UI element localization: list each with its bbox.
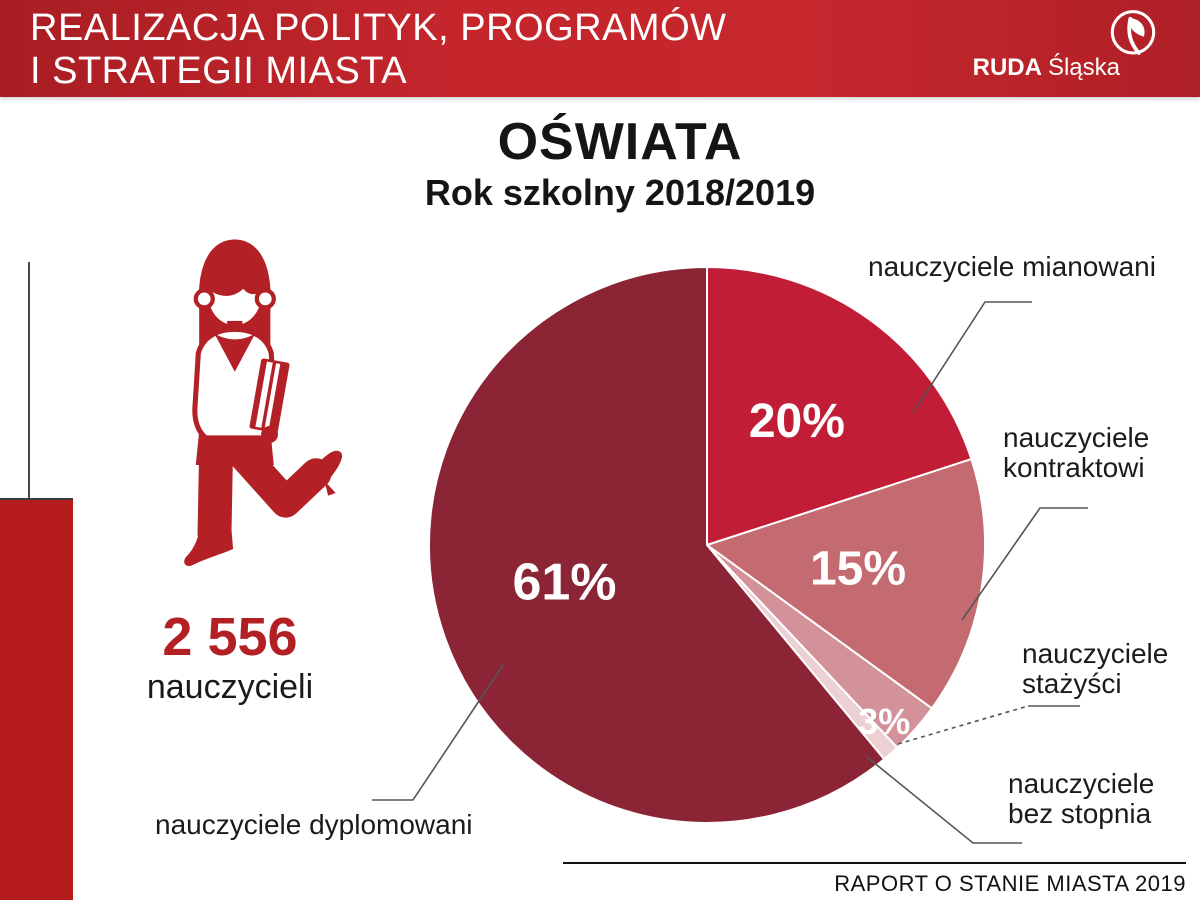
left-accent-line xyxy=(28,262,30,498)
banner-title: REALIZACJA POLITYK, PROGRAMÓW I STRATEGI… xyxy=(30,7,727,93)
footer-rule xyxy=(563,862,1186,864)
pie-value-label-0: 20% xyxy=(749,395,845,448)
slice-label-dyplomowani: nauczyciele dyplomowani xyxy=(155,809,473,840)
pie-value-label-1: 15% xyxy=(810,542,906,595)
teacher-illustration xyxy=(184,239,343,566)
header-banner: REALIZACJA POLITYK, PROGRAMÓW I STRATEGI… xyxy=(0,0,1200,97)
leader-line-dyplomowani xyxy=(372,664,504,801)
page-title: OŚWIATA xyxy=(497,113,743,171)
slice-label-bez-stopnia: nauczyciele bez stopnia xyxy=(1008,768,1155,829)
brand-light: Śląska xyxy=(1047,54,1120,81)
teacher-count-label: nauczycieli xyxy=(146,668,314,706)
slice-label-kontraktowi: nauczyciele kontraktowi xyxy=(1003,422,1150,483)
pie-slice-4 xyxy=(428,265,886,824)
leader-line-kontraktowi xyxy=(961,507,1088,621)
leader-line-stazysci-dotted xyxy=(897,705,1029,745)
pie-slices xyxy=(428,265,986,824)
pie-value-labels: 20% 15% 3% 61% xyxy=(512,395,910,742)
ruda-slaska-logo-icon xyxy=(1110,10,1156,55)
teacher-count-value: 2 556 xyxy=(162,607,298,667)
leader-line-mianowani xyxy=(912,301,1032,414)
slice-label-stazysci: nauczyciele stażyści xyxy=(1022,638,1169,699)
banner-title-line1: REALIZACJA POLITYK, PROGRAMÓW xyxy=(30,7,727,49)
leader-lines xyxy=(372,301,1088,844)
pie-value-label-2: 3% xyxy=(858,701,910,742)
banner-title-line2: I STRATEGII MIASTA xyxy=(30,50,408,92)
pie-slice-1 xyxy=(704,457,986,710)
brand-bold: RUDA xyxy=(972,54,1042,81)
slice-label-mianowani: nauczyciele mianowani xyxy=(868,251,1156,282)
pie-slice-0 xyxy=(706,265,973,547)
brand-text: RUDA Śląska xyxy=(960,54,1120,82)
footer-label: RAPORT O STANIE MIASTA 2019 xyxy=(834,871,1186,896)
left-accent-bar xyxy=(0,498,73,900)
pie-value-label-4: 61% xyxy=(512,554,616,612)
page-subtitle: Rok szkolny 2018/2019 xyxy=(424,172,816,213)
leader-line-bez-stopnia xyxy=(866,756,1022,844)
